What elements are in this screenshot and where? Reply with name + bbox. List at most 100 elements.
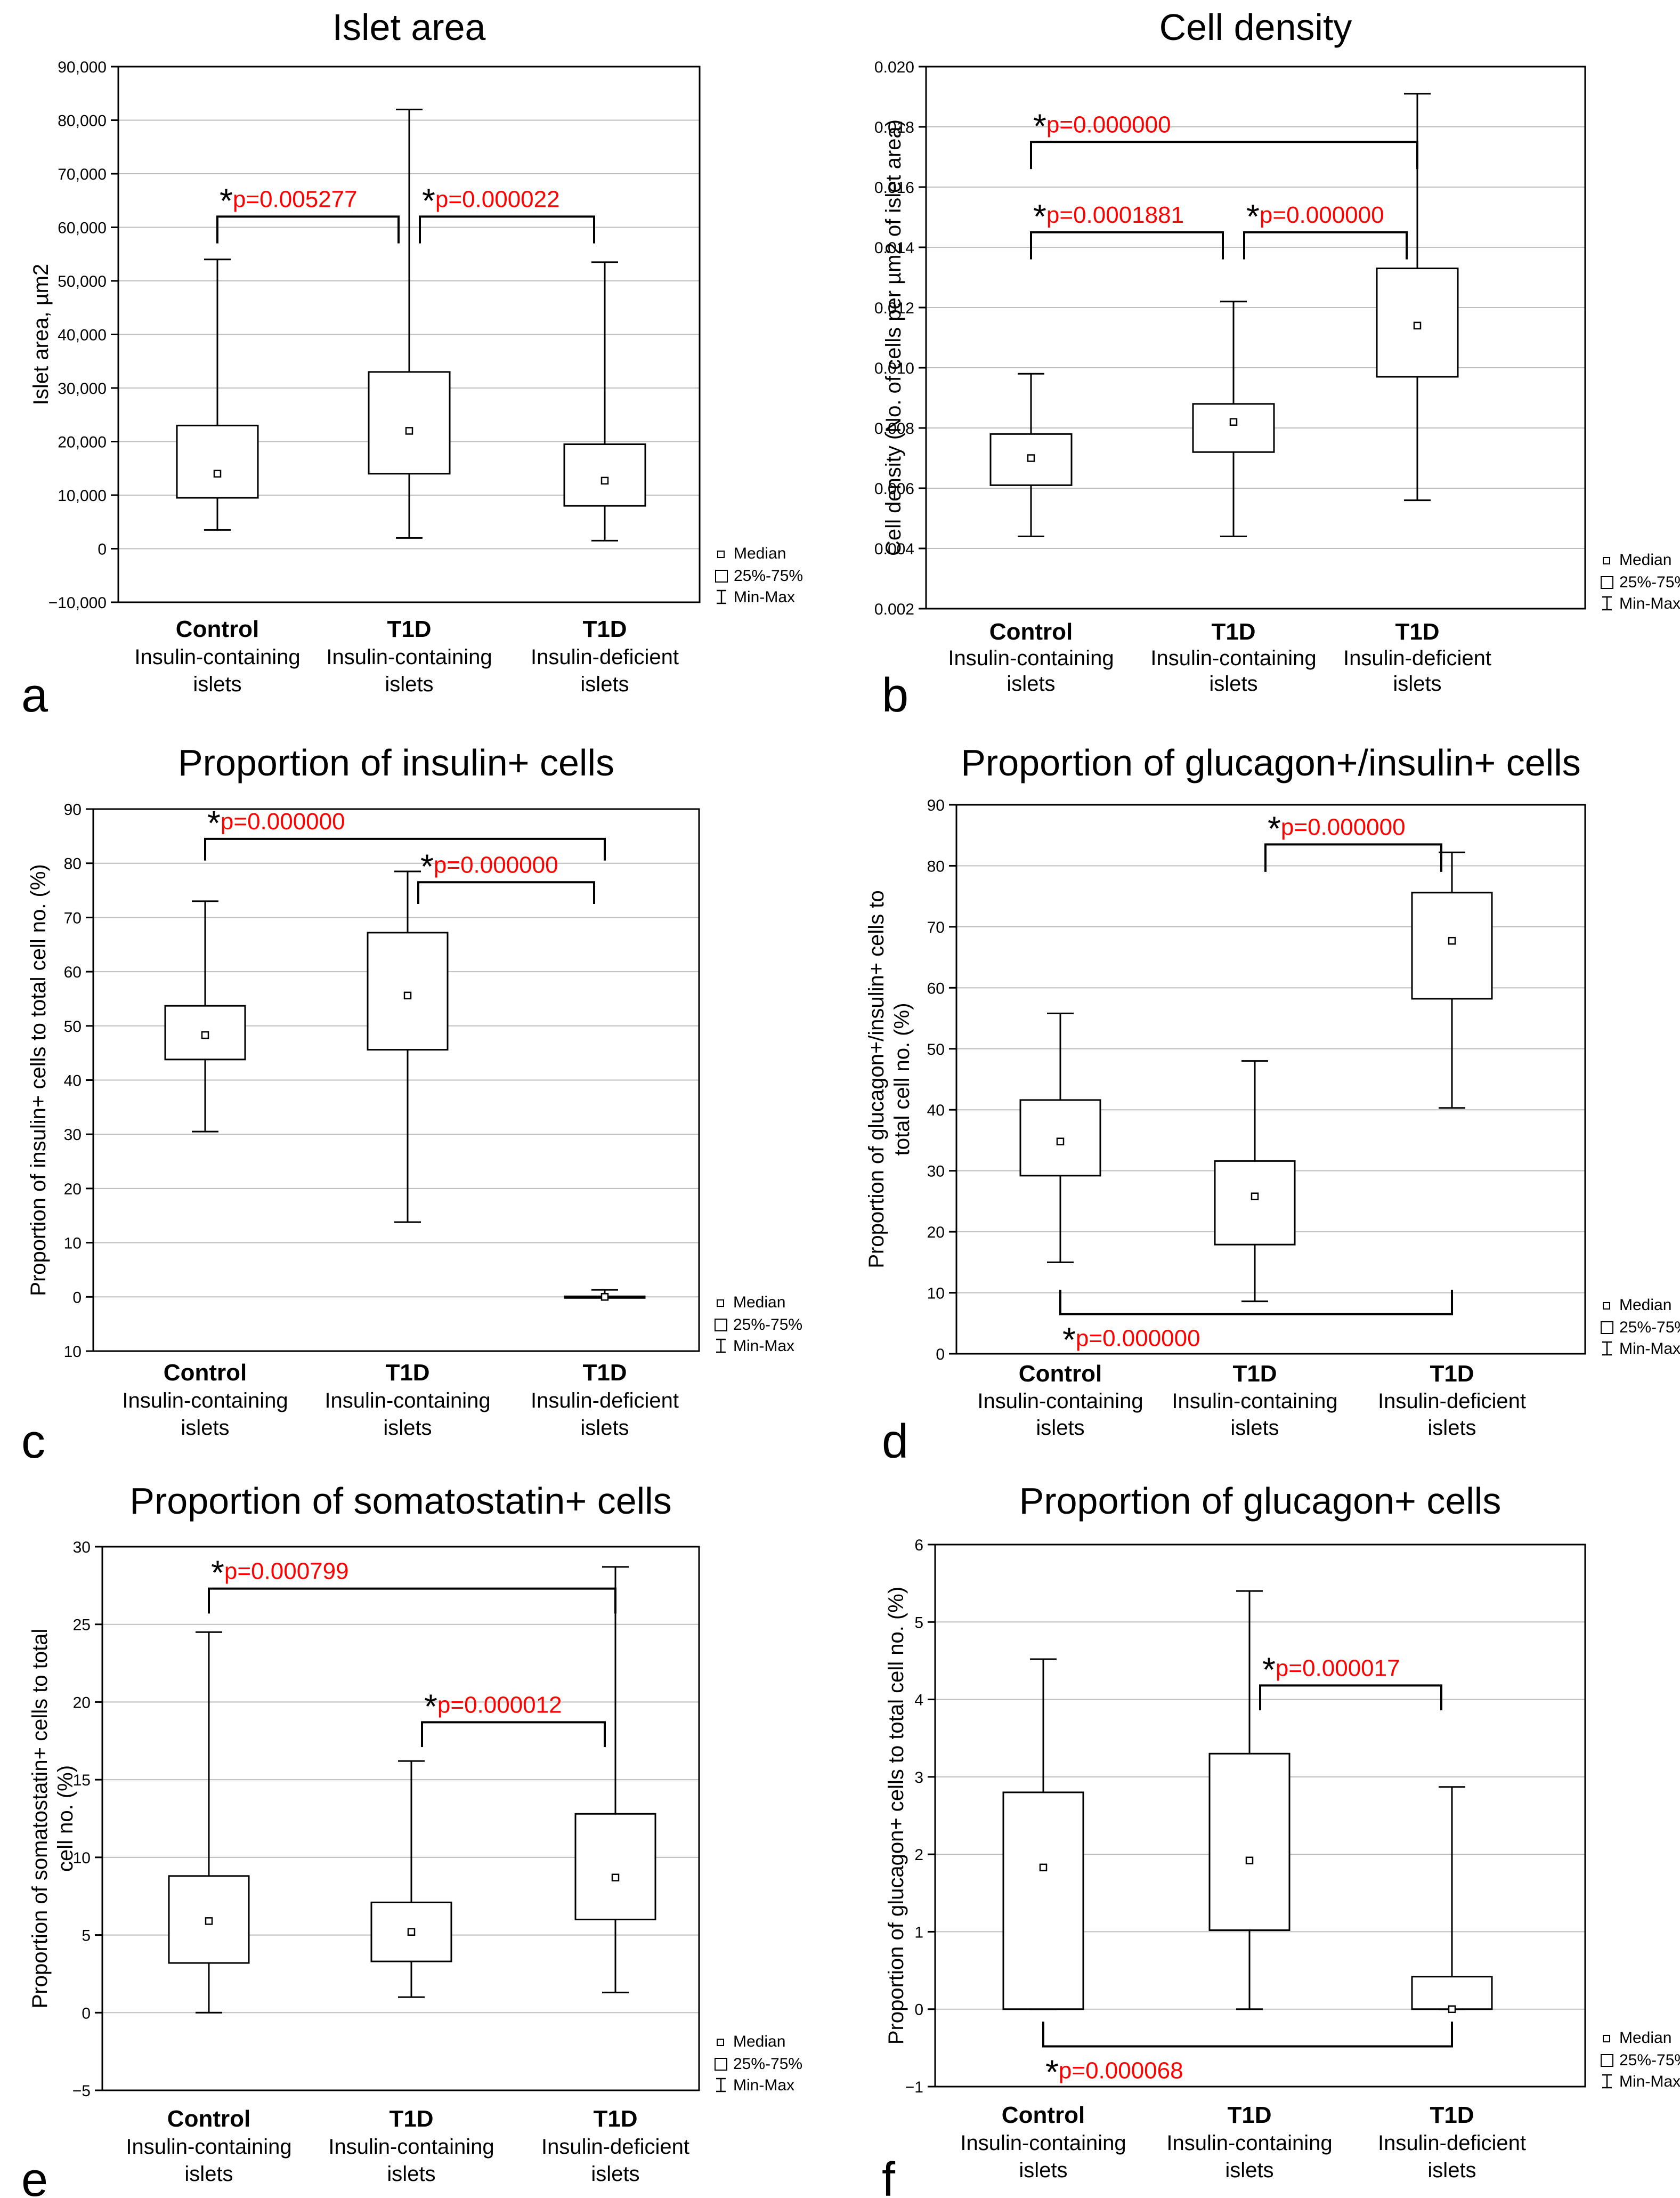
panel-c-ytick-label: 0 (72, 1289, 82, 1306)
panel-e-p-value: p=0.000012 (437, 1692, 562, 1718)
panel-d-letter: d (882, 1415, 908, 1468)
panel-b-group-subtitle: Insulin-deficient (1343, 647, 1491, 670)
panel-e-ytick-label: 15 (73, 1772, 91, 1789)
panel-c-letter: c (21, 1415, 45, 1468)
panel-d-bracket-1: *p=0.000000 (1264, 809, 1442, 872)
panel-d-bracket-line (1059, 1289, 1453, 1315)
panel-a-ytick-label: 10,000 (58, 487, 107, 505)
box-legend-icon (1601, 2054, 1613, 2067)
panel-a-group-title: T1D (582, 616, 627, 642)
panel-a-group-subtitle: Insulin-containing (134, 645, 300, 669)
panel-e-ytick-label: 5 (82, 1927, 91, 1945)
whisker-legend-icon (1602, 1341, 1612, 1356)
panel-f-median-marker (1245, 1856, 1254, 1865)
panel-c-median-marker (201, 1031, 209, 1039)
panel-b-asterisk: * (1033, 197, 1046, 236)
panel-b-group-subtitle: Insulin-containing (1150, 647, 1316, 670)
panel-c-bracket-2: *p=0.000000 (417, 847, 595, 904)
panel-b-bracket-line (1030, 141, 1418, 169)
panel-f-ylabel: Proportion of glucagon+ cells to total c… (884, 1587, 908, 2045)
panel-c-median-marker (600, 1293, 609, 1301)
panel-b-asterisk: * (1246, 197, 1260, 236)
panel-a-box-group-3 (563, 261, 646, 542)
panel-a-iqr-box (563, 443, 646, 507)
panel-c-group-title: T1D (582, 1360, 627, 1386)
panel-a-ytick-label: 50,000 (58, 273, 107, 290)
panel-a-ytick-label: 30,000 (58, 380, 107, 398)
panel-b-ytick-label: 0.020 (874, 59, 914, 76)
panel-e-group-subtitle: Insulin-containing (328, 2135, 494, 2159)
panel-a-p-value: p=0.000022 (435, 186, 560, 212)
panel-b-p-value: p=0.0001881 (1046, 202, 1184, 228)
panel-b-median-marker (1027, 454, 1035, 462)
panel-a-asterisk: * (220, 181, 233, 220)
panel-d-bracket-line (1264, 843, 1442, 872)
panel-f-plot-frame (934, 1544, 1586, 2088)
panel-a-group-subtitle-2: islets (193, 673, 241, 696)
panel-b-legend-iqr: 25%-75% (1619, 573, 1680, 591)
panel-a-asterisk: * (422, 181, 435, 220)
panel-e-group-title: T1D (389, 2106, 433, 2132)
panel-c-ytick-label: 70 (64, 909, 82, 927)
box-legend-icon (715, 1319, 727, 1331)
box-legend-icon (1601, 1321, 1613, 1334)
panel-d-significance-label: *p=0.000000 (1062, 1321, 1200, 1359)
panel-b-ytick-label: 0.014 (874, 239, 914, 257)
panel-a-legend-median: Median (734, 545, 786, 562)
panel-e-ytick-label: 30 (73, 1539, 91, 1556)
panel-d-ylabel-line: total cell no. (%) (890, 1003, 914, 1156)
panel-a-significance-label: *p=0.005277 (220, 181, 358, 220)
box-legend-icon (715, 570, 728, 583)
panel-a-legend: Median 25%-75% Min-Max (715, 545, 803, 606)
panel-e-legend-median: Median (733, 2033, 785, 2050)
panel-c-ytick-label: 90 (64, 801, 82, 819)
panel-d-asterisk: * (1062, 1321, 1076, 1359)
panel-f-ytick-label: 0 (914, 2001, 923, 2019)
panel-c-asterisk: * (207, 804, 221, 842)
panel-f-ylabel-line: Proportion of glucagon+ cells to total c… (884, 1587, 908, 2045)
box-legend-icon (1601, 576, 1613, 589)
panel-d-legend-iqr: 25%-75% (1619, 1319, 1680, 1336)
panel-f-letter: f (882, 2153, 896, 2198)
panel-a-median-marker (213, 470, 222, 478)
panel-d-ytick-label: 80 (927, 858, 945, 875)
panel-a-ylabel-line: Islet area, µm2 (29, 264, 53, 405)
panel-f-ytick-label: −1 (905, 2079, 923, 2096)
panel-c-chart: Proportion of insulin+ cells 10 0 10 20 30 40 5… (21, 742, 802, 1468)
panel-d-ylabel-line: Proportion of glucagon+/insulin+ cells t… (865, 890, 888, 1268)
panel-c-legend-median: Median (733, 1294, 785, 1311)
panel-d-ytick-label: 20 (927, 1224, 945, 1241)
panel-f-title: Proportion of glucagon+ cells (1019, 1480, 1502, 1522)
panel-d-legend: Median 25%-75% Min-Max (1601, 1296, 1680, 1357)
panel-d-box-group-3 (1411, 851, 1493, 1109)
panel-c-group-subtitle: Insulin-containing (122, 1389, 288, 1412)
panel-d-chart: Proportion of glucagon+/insulin+ cells 0 1… (865, 742, 1680, 1468)
panel-c-group-title: Control (164, 1360, 247, 1386)
panel-a-median-marker (405, 427, 413, 435)
whisker-legend-icon (1602, 2074, 1612, 2089)
panel-a-bracket-line (216, 215, 400, 244)
panel-e-iqr-box (574, 1813, 656, 1920)
panel-a-p-value: p=0.005277 (233, 186, 358, 212)
panel-f-iqr-box (1208, 1752, 1291, 1932)
panel-b-ytick-label: 0.008 (874, 420, 914, 438)
panel-c-iqr-box (367, 932, 449, 1051)
panel-c-ytick-label: 10 (64, 1235, 82, 1252)
panel-f-group-title: T1D (1227, 2102, 1271, 2128)
panel-e-bracket-line (421, 1721, 606, 1747)
panel-d-box-group-2 (1214, 1060, 1296, 1303)
panel-a-title: Islet area (332, 6, 486, 48)
panel-e-ytick-label: 20 (73, 1694, 91, 1711)
median-legend-icon (1603, 557, 1610, 564)
panel-c-ytick-label: 20 (64, 1181, 82, 1198)
panel-c-significance-label: *p=0.000000 (207, 804, 345, 842)
panel-e-group-title: Control (167, 2106, 250, 2132)
panel-a-ytick-label: 20,000 (58, 434, 107, 451)
panel-f-group-subtitle: Insulin-containing (1166, 2131, 1332, 2155)
panel-f-significance-label: *p=0.000017 (1262, 1650, 1400, 1688)
panel-d-asterisk: * (1268, 809, 1281, 847)
panel-a-group-title: Control (176, 616, 259, 642)
panel-a-iqr-box (368, 371, 451, 475)
panel-b-ytick-label: 0.004 (874, 540, 914, 558)
panel-b-letter: b (882, 669, 908, 722)
